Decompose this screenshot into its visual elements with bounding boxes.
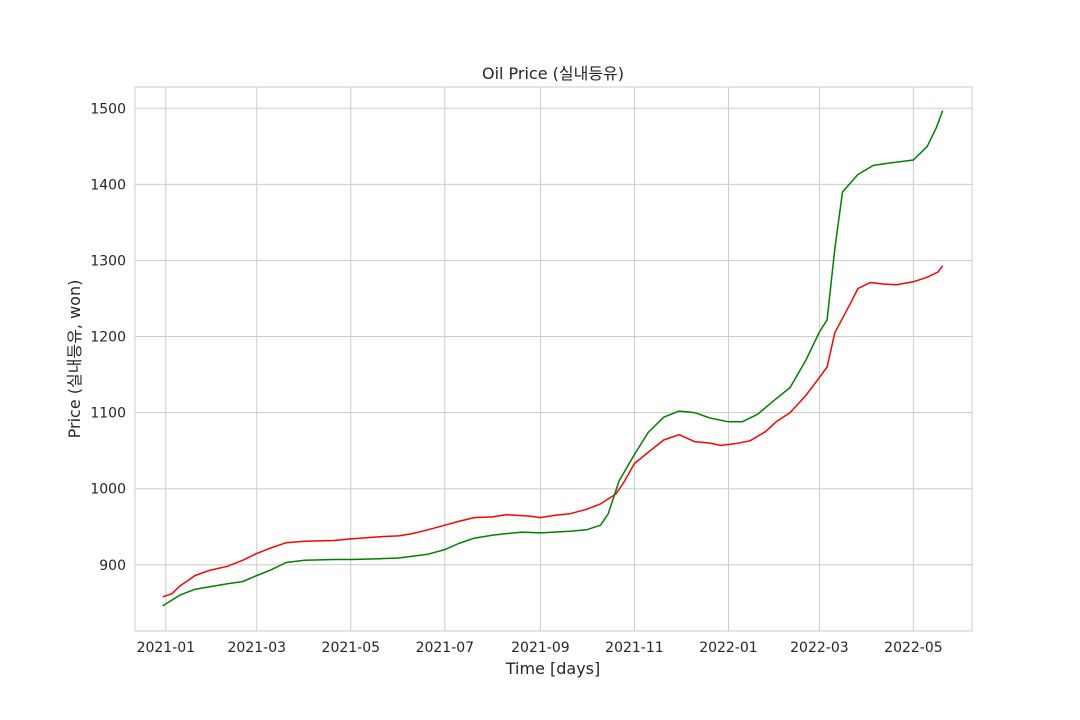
x-tick-label: 2021-01 xyxy=(137,640,196,656)
series-line-1 xyxy=(162,265,944,598)
x-tick-label: 2021-09 xyxy=(511,640,570,656)
grid-lines xyxy=(135,87,972,631)
y-tick-label: 1500 xyxy=(90,101,126,117)
x-tick-label: 2022-05 xyxy=(884,640,943,656)
x-tick-label: 2022-01 xyxy=(699,640,758,656)
x-axis-ticks: 2021-01 2021-03 2021-05 2021-07 2021-09 2021-… xyxy=(137,640,943,656)
series-line-2 xyxy=(162,110,944,607)
x-tick-label: 2021-05 xyxy=(322,640,381,656)
series-group xyxy=(162,110,944,607)
x-tick-label: 2021-07 xyxy=(416,640,475,656)
x-tick-label: 2021-03 xyxy=(228,640,287,656)
y-axis-label: Price (실내등유, won) xyxy=(65,280,84,439)
y-tick-label: 1400 xyxy=(90,177,126,193)
plot-area xyxy=(135,87,972,631)
x-axis-label: Time [days] xyxy=(505,659,601,678)
y-axis-ticks: 900 1000 1100 1200 1300 1400 1500 xyxy=(90,101,126,574)
plot-frame xyxy=(134,86,973,632)
y-tick-label: 900 xyxy=(99,558,126,574)
y-tick-label: 1200 xyxy=(90,330,126,346)
y-tick-label: 1100 xyxy=(90,406,126,422)
x-tick-label: 2022-03 xyxy=(790,640,849,656)
x-tick-label: 2021-11 xyxy=(605,640,664,656)
y-tick-label: 1300 xyxy=(90,253,126,269)
chart-title: Oil Price (실내등유) xyxy=(482,64,624,83)
y-tick-label: 1000 xyxy=(90,482,126,498)
